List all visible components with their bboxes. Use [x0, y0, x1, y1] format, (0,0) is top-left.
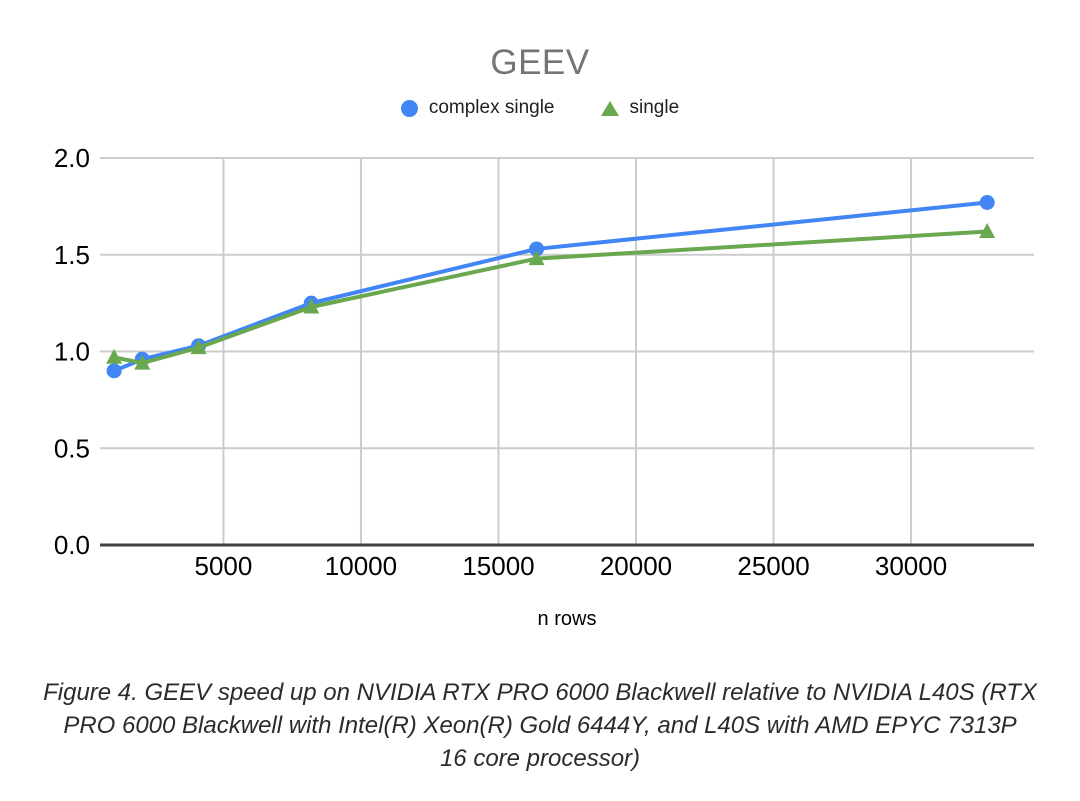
plot-area: 5000 10000 15000 20000 25000 30000 0.0 0.5 1.0 1.… — [54, 143, 1034, 581]
caption-line-3: 16 core processor) — [439, 745, 641, 772]
svg-text:10000: 10000 — [325, 551, 397, 581]
caption-line-1: Figure 4. GEEV speed up on NVIDIA RTX PR… — [43, 679, 1037, 706]
chart-title: GEEV — [490, 43, 590, 82]
legend-label-complex-single: complex single — [428, 97, 555, 118]
triangle-marker-icon — [600, 100, 619, 116]
chart-legend: complex single single — [0, 97, 1080, 119]
svg-text:0.0: 0.0 — [54, 530, 90, 560]
legend-item-complex-single: complex single — [400, 97, 555, 119]
svg-text:5000: 5000 — [195, 551, 253, 581]
svg-text:30000: 30000 — [875, 551, 947, 581]
svg-text:2.0: 2.0 — [54, 143, 90, 173]
svg-text:1.0: 1.0 — [54, 337, 90, 367]
svg-text:25000: 25000 — [737, 551, 809, 581]
svg-text:1.5: 1.5 — [54, 240, 90, 270]
svg-text:0.5: 0.5 — [54, 433, 90, 463]
x-axis-title: n rows — [537, 608, 597, 630]
caption-line-2: PRO 6000 Blackwell with Intel(R) Xeon(R)… — [63, 712, 1017, 739]
svg-text:20000: 20000 — [600, 551, 672, 581]
circle-marker-icon — [400, 99, 418, 117]
svg-text:15000: 15000 — [462, 551, 534, 581]
legend-label-single: single — [629, 97, 680, 118]
legend-item-single: single — [600, 97, 680, 119]
figure-caption: Figure 4. GEEV speed up on NVIDIA RTX PR… — [0, 676, 1080, 775]
